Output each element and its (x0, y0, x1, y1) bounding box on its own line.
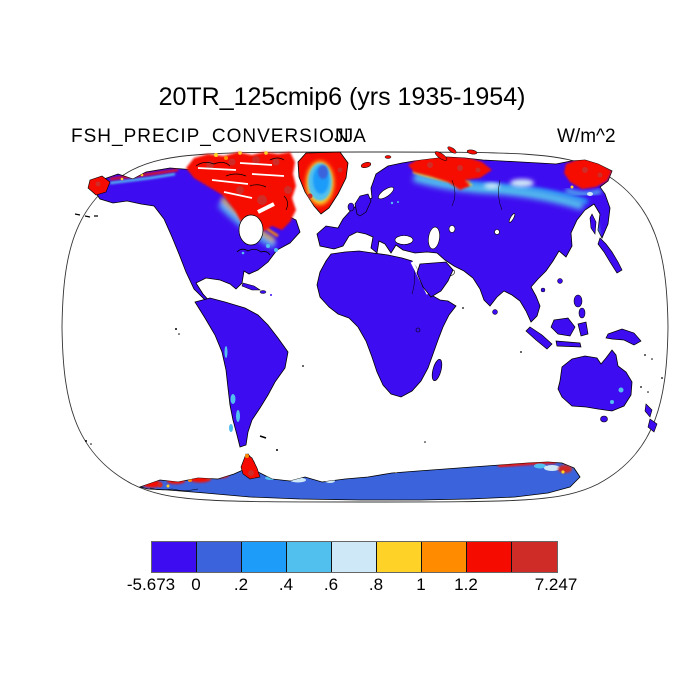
black-sea (394, 235, 414, 245)
inland-seas (378, 186, 516, 295)
lake-baikal (508, 213, 516, 223)
maritime-continent (525, 317, 642, 350)
colorbar-box-3 (287, 542, 332, 572)
landmass-south-america (194, 297, 289, 448)
colorbar-box-2 (242, 542, 287, 572)
colorbar-box-8 (512, 542, 557, 572)
colorbar-box-1 (197, 542, 242, 572)
colorbar-boxes (151, 541, 558, 573)
landmass-africa (316, 250, 457, 398)
map-outline (61, 151, 669, 503)
greenland-interior (306, 161, 343, 205)
colorbar-box-6 (422, 542, 467, 572)
ocean-island-specks (85, 307, 663, 451)
plot-title: 20TR_125cmip6 (yrs 1935-1954) (158, 83, 526, 111)
tasmania (600, 415, 608, 423)
canadian-arctic-hotspot (186, 151, 296, 252)
colorbar-label: .6 (323, 575, 339, 594)
borneo (550, 317, 576, 337)
sulawesi (577, 321, 589, 337)
colorbar-labels: -5.673 0 .2 .4 .6 .8 1 1.2 7.247 (0, 575, 700, 597)
colorbar-label: 1 (416, 575, 426, 594)
landmass-greenland (297, 151, 349, 215)
new-guinea (605, 328, 642, 346)
colorbar-box-4 (332, 542, 377, 572)
falkland-islands (259, 435, 267, 439)
field-name-label: FSH_PRECIP_CONVERSION (71, 126, 350, 147)
colorbar-box-5 (377, 542, 422, 572)
great-lakes (236, 248, 271, 256)
sri-lanka (492, 309, 498, 315)
landmass-arabia (416, 261, 454, 298)
philippines-north (573, 294, 583, 308)
british-isles (347, 193, 372, 217)
colorbar-label: .8 (368, 575, 384, 594)
taiwan (557, 278, 563, 284)
landmass-eurasia (316, 156, 613, 323)
java (555, 340, 582, 348)
colorbar-label: .2 (233, 575, 249, 594)
japan (597, 237, 623, 274)
baltic-sea (378, 186, 394, 200)
colorbar-label: .4 (278, 575, 294, 594)
colorbar-label: -5.673 (126, 575, 176, 594)
sakhalin (589, 213, 597, 235)
caribbean-islands (241, 282, 272, 296)
siberian-coast-transition (390, 157, 612, 237)
sumatra (525, 326, 553, 350)
east-asian-islands (492, 213, 623, 319)
lake-balkhash (494, 229, 500, 235)
philippines-south (578, 307, 586, 319)
hudson-bay (238, 202, 275, 246)
madagascar (431, 358, 443, 382)
aleutian-islands (74, 213, 98, 218)
caspian-sea (428, 226, 440, 250)
aral-sea (448, 225, 456, 233)
units-label: W/m^2 (557, 126, 616, 147)
colorbar-box-7 (467, 542, 512, 572)
arctic-islands-hotspots (360, 146, 478, 168)
colorbar-label: 0 (191, 575, 201, 594)
landmass-australia (557, 349, 633, 423)
hainan (540, 287, 546, 293)
landmass-antarctica (138, 453, 581, 501)
season-label: JJA (334, 126, 366, 147)
colorbar-label: 7.247 (534, 575, 578, 594)
new-zealand (644, 403, 658, 433)
colorbar-label: 1.2 (454, 575, 478, 594)
colorbar-box-0 (152, 542, 197, 572)
